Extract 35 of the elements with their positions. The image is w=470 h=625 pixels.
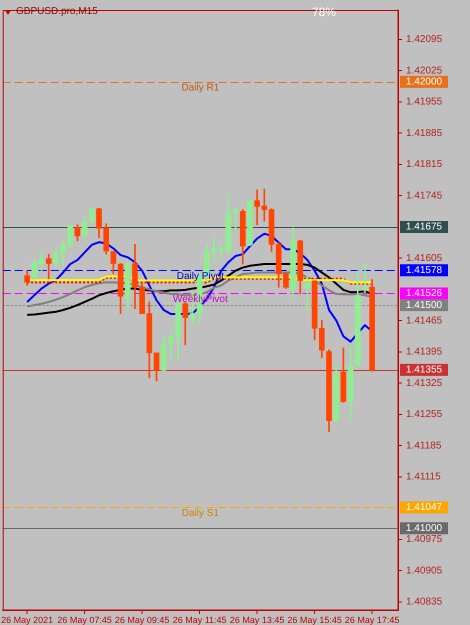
x-tick-label: 26 May 09:45 (114, 614, 170, 625)
text: 1.42000 (406, 76, 443, 88)
y-tick-label: 1.40835 (406, 596, 443, 608)
text: 1.41526 (406, 288, 443, 300)
text: 1.41578 (406, 265, 443, 276)
ref-line-label: Daily R1 (181, 82, 220, 94)
text: 1.41355 (406, 364, 443, 376)
candlestick (362, 263, 368, 292)
x-tick-label: 26 May 15:45 (287, 614, 342, 625)
y-tick-label: 1.41605 (406, 252, 443, 264)
y-tick-label: 1.41185 (406, 440, 442, 452)
x-tick-label: 26 May 07:45 (57, 614, 112, 625)
text: 1.41000 (406, 523, 443, 534)
y-tick-label: 1.42025 (406, 65, 443, 76)
y-tick-label: 1.42095 (406, 34, 443, 46)
y-tick-label: 1.41255 (406, 409, 443, 420)
y-tick-label: 1.41395 (406, 346, 443, 358)
y-tick-label: 1.41745 (406, 190, 443, 202)
x-tick-label: 26 May 17:45 (344, 614, 400, 625)
y-tick-label: 1.40905 (406, 565, 443, 576)
y-tick-label: 1.41885 (406, 128, 443, 139)
ref-line-label: Daily S1 (182, 508, 220, 520)
x-tick-label: 26 May 2021 (1, 614, 54, 625)
y-tick-label: 1.41115 (406, 472, 442, 483)
candlestick (304, 275, 310, 310)
y-tick-label: 1.41465 (406, 315, 443, 326)
y-tick-label: 1.41815 (406, 159, 443, 170)
y-tick-label: 1.40975 (406, 534, 443, 546)
x-tick-label: 26 May 11:45 (172, 614, 227, 625)
y-tick-label: 1.41955 (406, 96, 443, 108)
text: 1.41675 (406, 222, 443, 233)
text: 1.41500 (406, 300, 443, 311)
y-tick-label: 1.41325 (406, 378, 443, 389)
x-tick-label: 26 May 13:45 (230, 614, 284, 625)
text: 1.41047 (406, 502, 443, 514)
